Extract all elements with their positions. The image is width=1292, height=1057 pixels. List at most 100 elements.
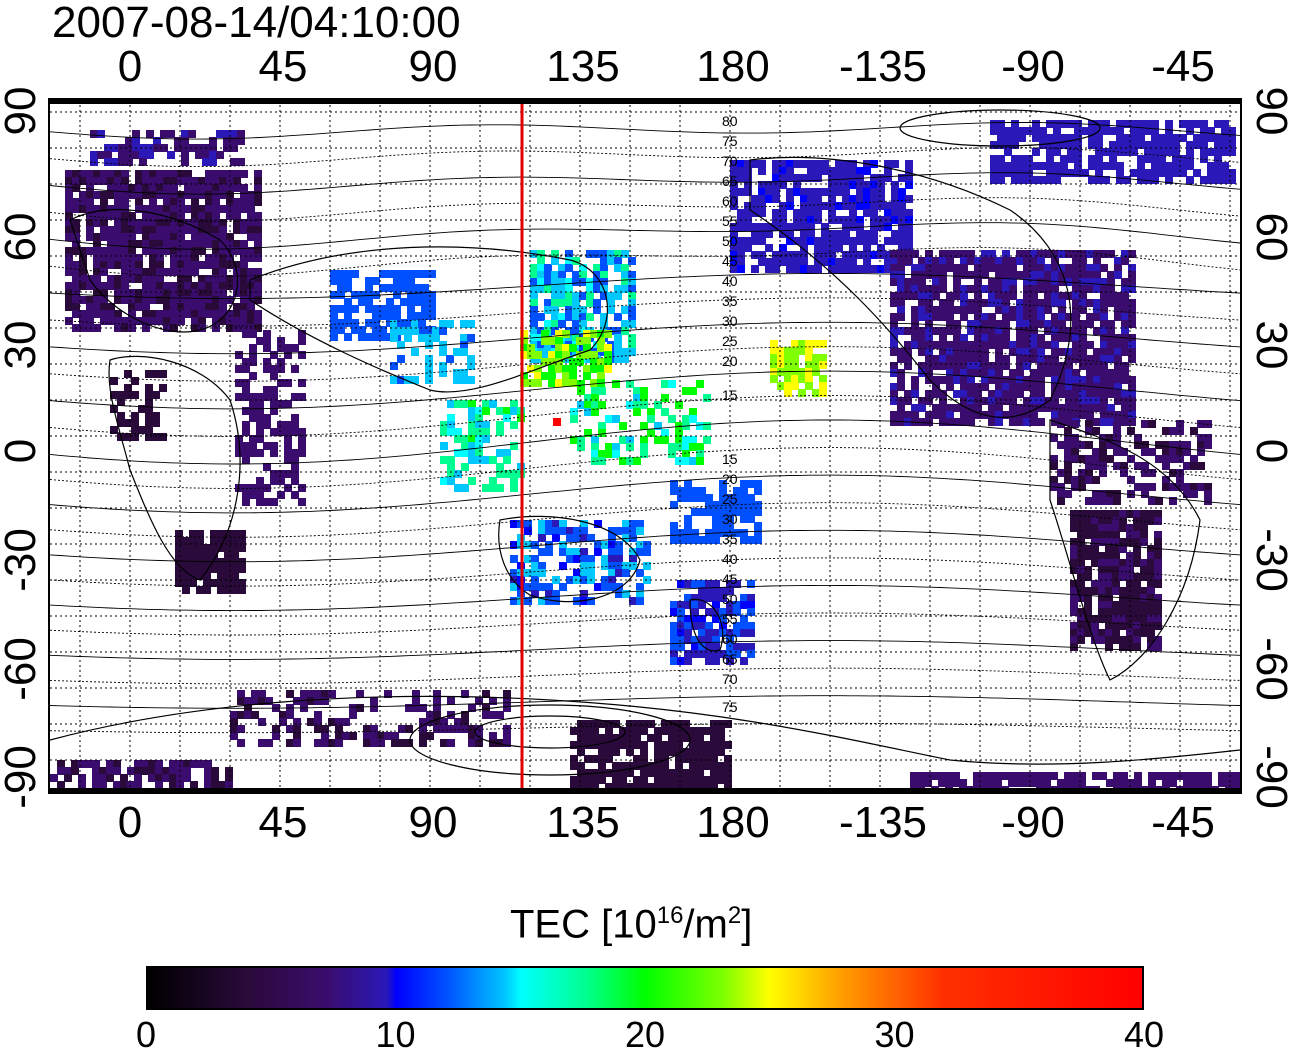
tec-cell — [1084, 545, 1092, 553]
tec-cell — [668, 734, 676, 742]
tec-cell — [668, 380, 676, 388]
tec-cell — [65, 170, 73, 178]
tec-cell — [99, 781, 107, 789]
tec-cell — [135, 219, 143, 227]
tec-cell — [183, 767, 191, 775]
tec-cell — [946, 264, 954, 272]
tec-cell — [551, 271, 559, 279]
contour-label: 70 — [722, 671, 738, 687]
tec-cell — [1154, 538, 1162, 546]
tec-cell — [1128, 383, 1136, 391]
tec-cell — [703, 422, 711, 430]
tec-cell — [1002, 264, 1010, 272]
tec-cell — [661, 394, 669, 402]
tec-cell — [562, 365, 570, 373]
tec-cell — [670, 622, 678, 630]
tec-cell — [577, 436, 585, 444]
tec-cell — [337, 319, 345, 327]
tec-cell — [65, 289, 73, 297]
tec-cell — [212, 177, 220, 185]
tec-cell — [121, 275, 129, 283]
tec-cell — [684, 480, 692, 488]
contour-label: 50 — [722, 233, 738, 249]
tec-cell — [135, 191, 143, 199]
tec-cell — [1071, 434, 1079, 442]
tec-cell — [107, 184, 115, 192]
colorbar-tick-label: 0 — [135, 1014, 157, 1055]
tec-cell — [370, 739, 378, 747]
tec-cell — [682, 748, 690, 756]
tec-cell — [555, 358, 563, 366]
tec-cell — [163, 247, 171, 255]
tec-cell — [621, 271, 629, 279]
tec-cell — [1092, 448, 1100, 456]
tec-cell — [691, 615, 699, 623]
tec-cell — [668, 415, 676, 423]
tec-cell — [149, 254, 157, 262]
tec-cell — [1214, 120, 1222, 128]
tec-cell — [1051, 250, 1059, 258]
tec-cell — [726, 494, 734, 502]
tec-cell — [251, 711, 259, 719]
tec-cell — [482, 400, 490, 408]
tec-cell — [1009, 278, 1017, 286]
tec-cell — [433, 711, 441, 719]
tec-data-patches — [50, 120, 1240, 792]
tec-cell — [104, 158, 112, 166]
tec-cell — [212, 226, 220, 234]
tec-cell — [870, 223, 878, 231]
tec-cell — [1016, 320, 1024, 328]
tec-cell — [149, 226, 157, 234]
tec-cell — [1126, 615, 1134, 623]
tec-cell — [475, 732, 483, 740]
tec-cell — [744, 174, 752, 182]
tec-cell — [1044, 369, 1052, 377]
tec-cell — [925, 250, 933, 258]
tec-cell — [925, 376, 933, 384]
tec-cell — [482, 435, 490, 443]
tec-cell — [967, 306, 975, 314]
tec-cell — [124, 391, 132, 399]
tec-cell — [960, 341, 968, 349]
tec-cell — [149, 282, 157, 290]
tec-cell — [733, 629, 741, 637]
tec-cell — [170, 240, 178, 248]
tec-cell — [128, 254, 136, 262]
tec-cell — [1016, 327, 1024, 335]
tec-cell — [93, 247, 101, 255]
tec-cell — [619, 776, 627, 784]
tec-cell — [726, 629, 734, 637]
tec-cell — [100, 254, 108, 262]
tec-cell — [573, 527, 581, 535]
tec-cell — [586, 250, 594, 258]
tec-cell — [72, 177, 80, 185]
tec-cell — [121, 212, 129, 220]
tec-cell — [114, 261, 122, 269]
tec-cell — [621, 355, 629, 363]
tec-cell — [691, 536, 699, 544]
tec-cell — [86, 191, 94, 199]
tec-cell — [1155, 455, 1163, 463]
tec-cell — [675, 783, 683, 791]
tec-cell — [584, 401, 592, 409]
tec-cell — [1123, 148, 1131, 156]
tec-cell — [1018, 155, 1026, 163]
tec-cell — [503, 690, 511, 698]
contour-line — [50, 122, 1240, 140]
tec-cell — [1051, 327, 1059, 335]
tec-cell — [1044, 250, 1052, 258]
tec-cell — [1109, 155, 1117, 163]
tec-cell — [897, 299, 905, 307]
tec-cell — [1023, 418, 1031, 426]
tec-cell — [740, 657, 748, 665]
tec-cell — [580, 520, 588, 528]
tec-cell — [446, 320, 454, 328]
tec-cell — [217, 579, 225, 587]
tec-cell — [538, 534, 546, 542]
tec-cell — [911, 341, 919, 349]
tec-cell — [230, 718, 238, 726]
tec-cell — [939, 341, 947, 349]
tec-cell — [1039, 141, 1047, 149]
tec-cell — [633, 783, 641, 791]
tec-cell — [897, 313, 905, 321]
